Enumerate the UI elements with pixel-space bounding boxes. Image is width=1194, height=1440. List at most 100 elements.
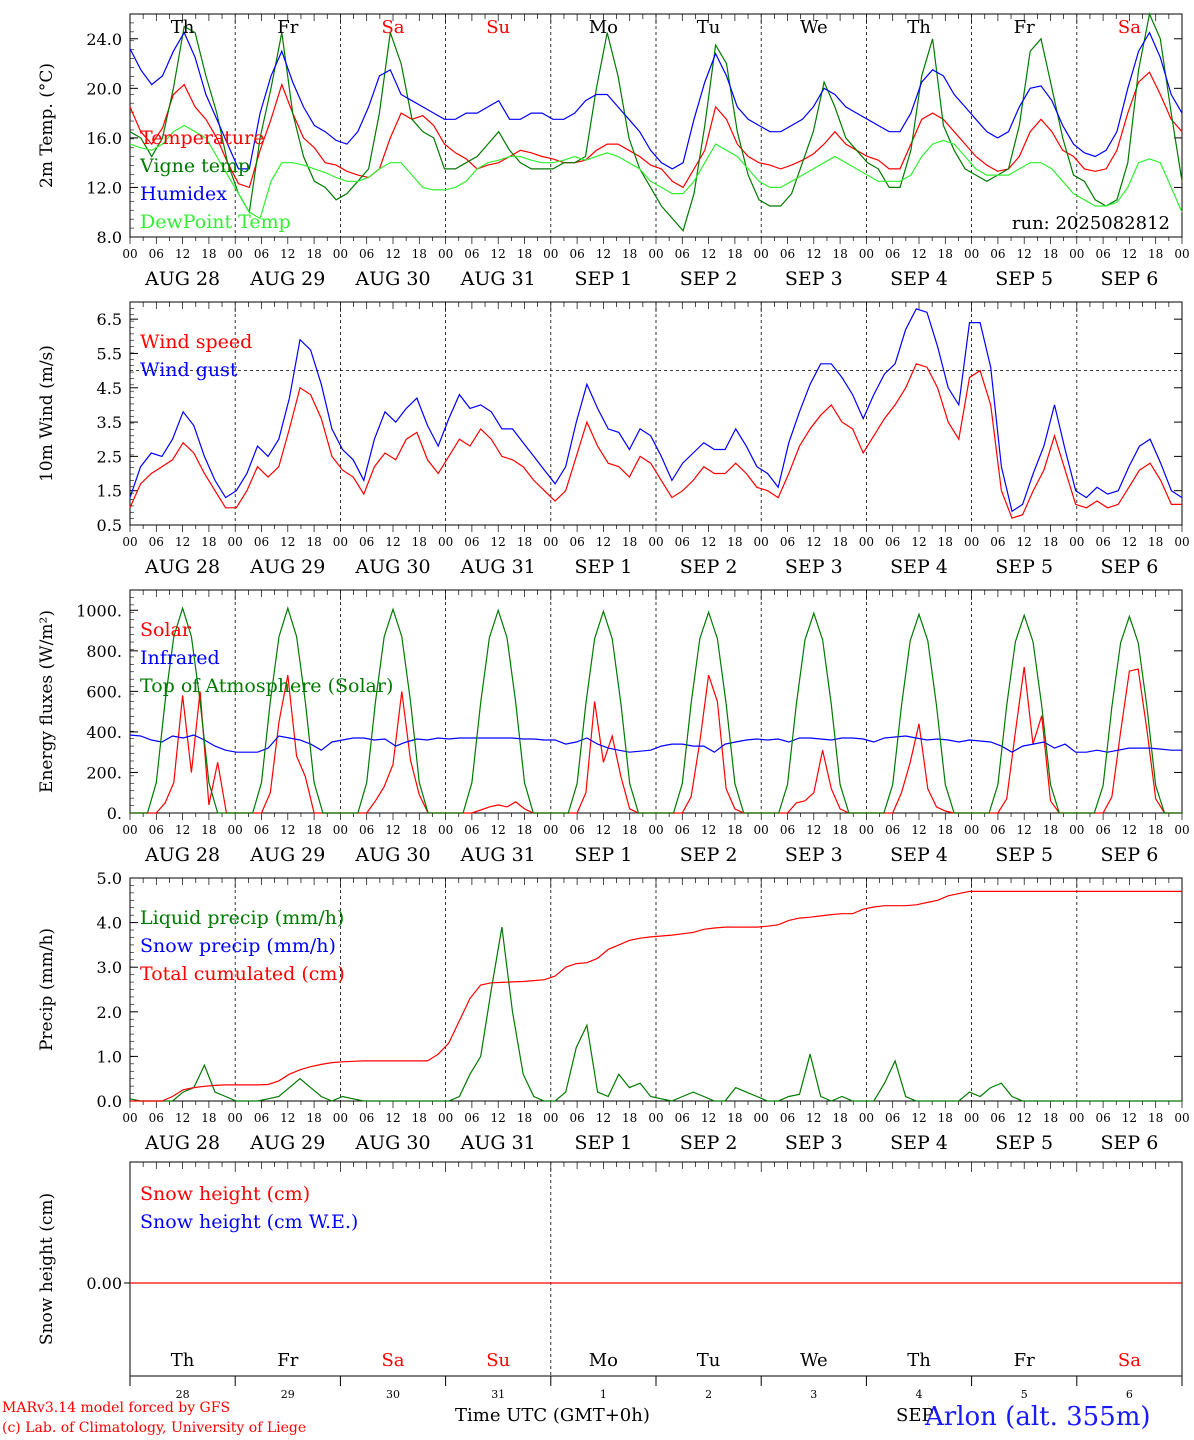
- legend-entry: Snow height (cm): [140, 1183, 310, 1205]
- x-day-label: SEP 3: [785, 844, 843, 866]
- x-tick-label: 00: [543, 535, 558, 549]
- x-tick-label: 18: [1148, 247, 1163, 261]
- x-tick-label: 12: [596, 1111, 611, 1125]
- legend-entry: Snow precip (mm/h): [140, 935, 336, 957]
- weekday-label: Su: [486, 1350, 510, 1371]
- y-tick-label: 0.5: [97, 516, 122, 535]
- legend-entry: Infrared: [140, 647, 220, 669]
- x-tick-label: 18: [412, 247, 427, 261]
- x-tick-label: 12: [701, 535, 716, 549]
- x-day-label: SEP 4: [890, 1132, 948, 1154]
- x-tick-label: 12: [1017, 535, 1032, 549]
- legend-entry: Vigne temp: [139, 155, 250, 177]
- x-day-label: SEP 2: [680, 556, 738, 578]
- x-day-label: SEP 6: [1100, 844, 1158, 866]
- x-tick-label: 18: [517, 823, 532, 837]
- x-tick-label: 00: [964, 535, 979, 549]
- x-tick-label: 12: [175, 1111, 190, 1125]
- series-line-1-4: [129, 124, 1183, 220]
- weekday-label: Fr: [277, 17, 298, 38]
- x-tick-label: 06: [675, 1111, 690, 1125]
- y-tick-label: 800.: [86, 642, 122, 661]
- series-line-4-1: [129, 926, 1182, 1102]
- x-tick-label: 06: [254, 823, 269, 837]
- x-tick-label: 18: [517, 1111, 532, 1125]
- x-tick-label: 00: [228, 823, 243, 837]
- x-tick-label: 00: [543, 1111, 558, 1125]
- x-tick-label: 18: [622, 247, 637, 261]
- panel-4: 00 06 12 18 00 06 12 18 00 06 12 18 00 06 12 18 00 06 12 18…: [37, 869, 1190, 1154]
- x-tick-label: 00: [648, 1111, 663, 1125]
- y-tick-label: 24.0: [86, 30, 122, 49]
- x-tick-label: 00: [1174, 247, 1189, 261]
- series-line-3-3: [130, 606, 1182, 814]
- x-tick-label: 06: [1095, 535, 1110, 549]
- x-tick-label: 06: [990, 1111, 1005, 1125]
- x-tick-label: 12: [1122, 535, 1137, 549]
- x-tick-label: 18: [1043, 535, 1058, 549]
- x-tick-label: 00: [1174, 1111, 1189, 1125]
- weekday-label: Th: [907, 1350, 931, 1371]
- x-tick-label: 00: [859, 1111, 874, 1125]
- weekday-label: Sa: [1118, 17, 1141, 38]
- x-tick-label: 18: [1043, 823, 1058, 837]
- weekday-label: Su: [486, 17, 510, 38]
- x-tick-label: 18: [622, 823, 637, 837]
- x-day-label: AUG 28: [144, 268, 220, 290]
- x-tick-label: 00: [1174, 823, 1189, 837]
- x-tick-label: 06: [1095, 247, 1110, 261]
- x-tick-label: 18: [832, 247, 847, 261]
- x-tick-label: 18: [201, 535, 216, 549]
- panel-1: 00 06 12 18 00 06 12 18 00 06 12 18 00 06 12 18 00 06 12 18…: [37, 11, 1190, 290]
- x-tick-label: 00: [859, 247, 874, 261]
- x-tick-label: 12: [596, 247, 611, 261]
- x-tick-label: 18: [1148, 535, 1163, 549]
- x-tick-label: 12: [1122, 247, 1137, 261]
- x-tick-label: 00: [859, 823, 874, 837]
- x-day-label: SEP 5: [995, 844, 1053, 866]
- x-tick-label: 12: [1017, 823, 1032, 837]
- plot-frame: [129, 13, 1183, 238]
- x-tick-label: 00: [438, 247, 453, 261]
- x-day-label: AUG 29: [249, 268, 325, 290]
- x-tick-label: 12: [491, 535, 506, 549]
- x-tick-label: 12: [491, 823, 506, 837]
- x-tick-label: 06: [464, 1111, 479, 1125]
- x-tick-label: 12: [491, 247, 506, 261]
- x-tick-label: 06: [254, 1111, 269, 1125]
- x-tick-label: 18: [412, 1111, 427, 1125]
- x-tick-label: 18: [201, 247, 216, 261]
- x-tick-label: 18: [201, 823, 216, 837]
- x-day-number: 31: [491, 1388, 505, 1401]
- x-tick-label: 12: [175, 535, 190, 549]
- x-tick-label: 06: [569, 1111, 584, 1125]
- legend-entry: Total cumulated (cm): [140, 963, 345, 985]
- x-tick-label: 06: [675, 535, 690, 549]
- x-tick-label: 00: [859, 535, 874, 549]
- x-tick-label: 12: [175, 247, 190, 261]
- x-tick-label: 06: [780, 1111, 795, 1125]
- x-tick-label: 12: [175, 823, 190, 837]
- x-day-label: SEP 2: [680, 1132, 738, 1154]
- weekday-label: We: [800, 1350, 828, 1371]
- x-tick-label: 12: [701, 247, 716, 261]
- x-tick-label: 00: [648, 535, 663, 549]
- x-tick-label: 18: [1148, 823, 1163, 837]
- x-tick-label: 12: [701, 823, 716, 837]
- legend-entry: Humidex: [140, 183, 227, 205]
- x-day-label: AUG 28: [144, 844, 220, 866]
- x-tick-label: 12: [1017, 247, 1032, 261]
- x-day-number: 4: [916, 1388, 923, 1401]
- x-tick-label: 12: [596, 535, 611, 549]
- x-tick-label: 00: [228, 1111, 243, 1125]
- x-tick-label: 12: [280, 247, 295, 261]
- x-day-number: 2: [705, 1388, 712, 1401]
- y-tick-label: 200.: [86, 763, 122, 782]
- y-axis-label: 10m Wind (m/s): [37, 345, 57, 482]
- x-tick-label: 18: [832, 535, 847, 549]
- x-tick-label: 00: [754, 1111, 769, 1125]
- x-tick-label: 06: [780, 823, 795, 837]
- x-tick-label: 18: [306, 247, 321, 261]
- y-tick-label: 5.0: [97, 869, 122, 888]
- x-tick-label: 06: [990, 535, 1005, 549]
